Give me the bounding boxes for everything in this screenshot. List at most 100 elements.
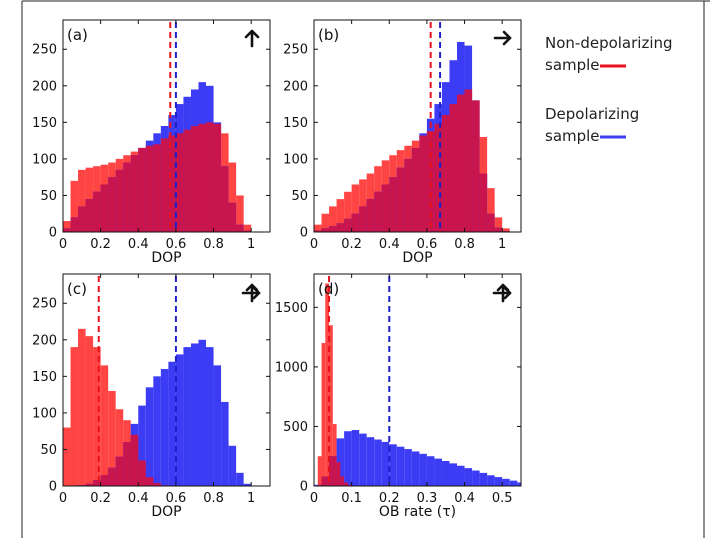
histogram-bar-overlap (123, 442, 131, 486)
histogram-bar-depolarizing (404, 449, 412, 486)
histogram-bar-overlap (93, 191, 101, 232)
y-tick-label: 1000 (275, 360, 308, 375)
x-axis-label: DOP (151, 504, 181, 520)
histogram-bar-non-depolarizing (236, 195, 244, 232)
x-tick-label: 0.6 (166, 237, 187, 252)
y-tick-label: 250 (32, 43, 57, 58)
histogram-bar-depolarizing (502, 478, 510, 486)
histogram-bar-overlap (359, 206, 367, 232)
histogram-bar-overlap (434, 123, 442, 232)
histogram-bar-non-depolarizing (243, 224, 252, 232)
y-tick-label: 250 (32, 297, 57, 312)
histogram-bar-overlap (404, 158, 412, 232)
x-axis-label: DOP (402, 250, 432, 266)
histogram-bar-overlap (138, 147, 146, 232)
histogram-bar-depolarizing (359, 433, 367, 486)
y-tick-label: 200 (32, 333, 57, 348)
histogram-bar-overlap (198, 123, 207, 232)
histogram-bar-depolarizing (168, 361, 176, 486)
bars-group (63, 328, 252, 486)
histogram-bar-overlap (464, 89, 473, 232)
histogram-bar-overlap (347, 484, 352, 486)
panel-label: (a) (67, 26, 88, 44)
x-tick-label: 0.2 (90, 491, 111, 506)
histogram-bar-non-depolarizing (115, 409, 124, 486)
histogram-bar-non-depolarizing (317, 456, 322, 486)
histogram-bar-non-depolarizing (494, 217, 503, 232)
histogram-bar-overlap (85, 483, 94, 486)
histogram-bar-depolarizing (487, 475, 495, 486)
x-tick-label: 0.6 (166, 491, 187, 506)
histogram-bar-non-depolarizing (78, 169, 86, 232)
histogram-bar-non-depolarizing (332, 424, 337, 486)
histogram-bar-non-depolarizing (502, 228, 510, 232)
histogram-bar-depolarizing (419, 453, 427, 486)
x-tick-label: 0.6 (417, 237, 438, 252)
y-tick-label: 150 (283, 116, 308, 131)
cross-arrows-icon (241, 283, 261, 303)
histogram-bar-overlap (243, 230, 252, 232)
x-tick-label: 0 (59, 491, 67, 506)
y-tick-label: 50 (40, 189, 57, 204)
histogram-bar-non-depolarizing (93, 347, 101, 486)
histogram-bar-non-depolarizing (321, 343, 326, 486)
histogram-bar-non-depolarizing (314, 224, 322, 232)
histogram-bar-depolarizing (411, 451, 420, 486)
x-tick-label: 0.2 (90, 237, 111, 252)
histogram-bar-overlap (85, 199, 94, 232)
histogram-bar-non-depolarizing (63, 221, 71, 232)
histogram-bar-overlap (221, 166, 229, 232)
histogram-bar-non-depolarizing (351, 184, 360, 232)
x-tick-label: 1 (247, 491, 255, 506)
histogram-bar-depolarizing (449, 463, 458, 486)
histogram-bar-overlap (426, 131, 435, 232)
histogram-bar-overlap (145, 477, 154, 486)
outer-frame (21, 0, 710, 538)
histogram-bar-depolarizing (228, 445, 237, 486)
histogram-bar-overlap (389, 177, 397, 232)
histogram-bar-overlap (78, 206, 86, 232)
x-axis-label: DOP (151, 250, 181, 266)
histogram-bar-depolarizing (344, 431, 352, 486)
histogram-bar-overlap (175, 133, 184, 232)
x-tick-label: 0.8 (454, 237, 475, 252)
x-tick-label: 0.5 (492, 491, 513, 506)
histogram-bar-overlap (374, 191, 382, 232)
x-tick-label: 0.1 (341, 491, 362, 506)
panel-label: (c) (67, 280, 87, 298)
histogram-bar-depolarizing (389, 444, 397, 486)
legend-label-line1: Depolarizing (545, 105, 639, 123)
histogram-bar-non-depolarizing (336, 199, 345, 232)
x-tick-label: 1 (498, 237, 506, 252)
histogram-bar-non-depolarizing (108, 390, 116, 486)
histogram-bar-depolarizing (366, 437, 375, 486)
bars-group (314, 283, 521, 486)
y-tick-label: 100 (32, 406, 57, 421)
histogram-bar-depolarizing (509, 480, 518, 486)
histogram-bar-depolarizing (381, 441, 390, 486)
histogram-bar-overlap (336, 223, 345, 232)
y-tick-label: 0 (300, 480, 308, 495)
bars-group (314, 41, 510, 232)
histogram-bar-overlap (381, 184, 390, 232)
histogram-bar-non-depolarizing (78, 328, 86, 486)
histogram-bar-depolarizing (198, 339, 207, 486)
plot-frame (62, 19, 271, 233)
histogram-bar-overlap (190, 126, 199, 232)
histogram-bar-overlap (321, 476, 326, 486)
x-tick-label: 0 (310, 491, 318, 506)
panel-b: 0 0.2 0.4 0.6 0.8 1 0 50 100 150 200 250 DOP (b) (283, 19, 522, 266)
histogram-bar-overlap (213, 123, 222, 232)
histogram-bar-overlap (153, 483, 161, 486)
histogram-bar-overlap (344, 482, 348, 486)
y-tick-label: 500 (283, 420, 308, 435)
histogram-bar-depolarizing (213, 365, 222, 486)
histogram-bar-overlap (344, 218, 352, 232)
y-tick-label: 100 (283, 152, 308, 167)
histogram-bar-overlap (419, 135, 427, 232)
y-tick-label: 1500 (275, 301, 308, 316)
histogram-bar-overlap (321, 228, 330, 232)
histogram-bar-depolarizing (457, 465, 465, 486)
histogram-bar-depolarizing (396, 446, 405, 486)
histogram-bar-non-depolarizing (487, 188, 495, 232)
